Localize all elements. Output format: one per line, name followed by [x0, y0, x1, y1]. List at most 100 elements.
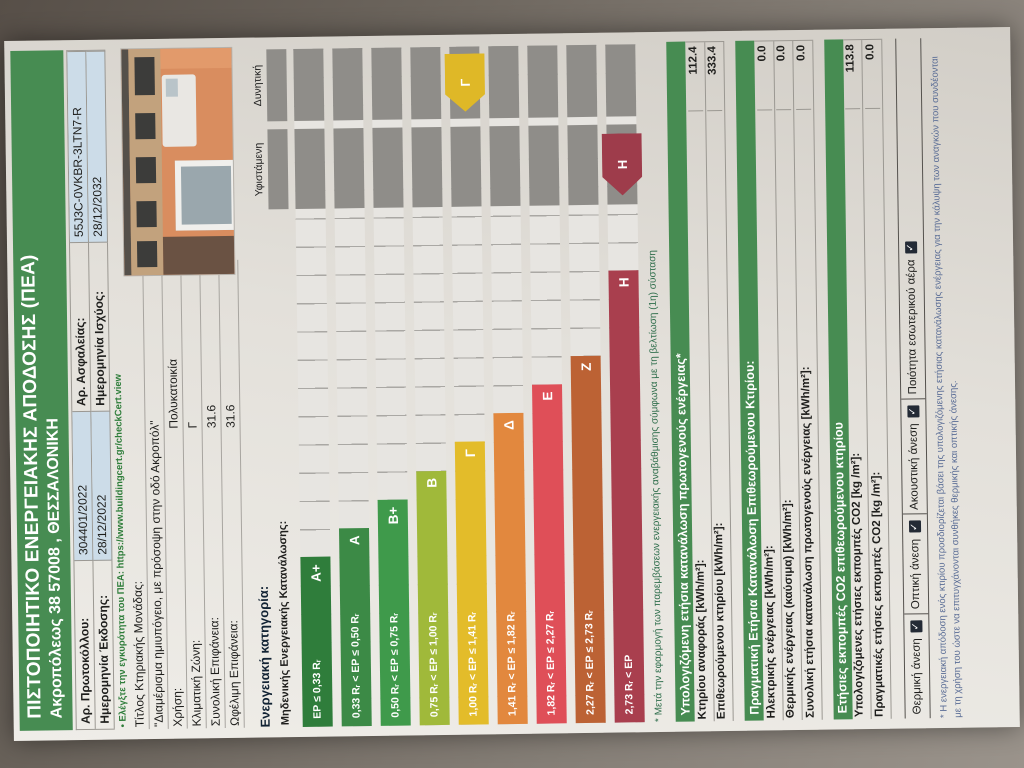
energy-class-row: ΕΡ ≤ 0,33 Rᵣ Α+	[293, 48, 333, 727]
energy-class-range-label: 0,33 Rᵣ < ΕΡ ≤ 0,50 Rᵣ	[349, 613, 363, 719]
energy-class-row: 1,00 Rᵣ < ΕΡ ≤ 1,41 Rᵣ Γ Γ	[450, 46, 489, 725]
energy-class-bar: ΕΡ ≤ 0,33 Rᵣ Α+	[300, 557, 333, 727]
column-header-potential: Δυνητική	[251, 64, 265, 107]
checked-checkbox-icon: ✓	[904, 241, 917, 254]
comfort-item: Θερμική άνεση ✓	[903, 613, 930, 719]
scale-footnote: * Μετά την εφαρμογή των παρεμβάσεων ενερ…	[647, 250, 665, 723]
energy-class-bar: 1,41 Rᵣ < ΕΡ ≤ 1,82 Rᵣ Δ	[493, 413, 528, 725]
energy-class-bar: 0,75 Rᵣ < ΕΡ ≤ 1,00 Rᵣ Β	[416, 470, 450, 726]
field-value: 28/12/2032	[86, 50, 109, 243]
section-row-value: 0.0	[864, 43, 880, 110]
energy-class-bar: 0,50 Rᵣ < ΕΡ ≤ 0,75 Rᵣ Β+	[377, 499, 411, 726]
energy-class-letter: Α+	[308, 564, 324, 583]
energy-class-letter: Β	[424, 477, 440, 488]
building-info-label: Συνολική Επιφάνεια:	[206, 617, 223, 727]
checked-checkbox-icon: ✓	[907, 405, 920, 418]
zero-energy-label: Μηδενικής Ενεργειακής Κατανάλωσης:	[277, 520, 292, 726]
certificate-header-banner: ΠΙΣΤΟΠΟΙΗΤΙΚΟ ΕΝΕΡΓΕΙΑΚΗΣ ΑΠΟΔΟΣΗΣ (ΠΕΑ)…	[10, 50, 74, 731]
consumption-section: Πραγματική Ετήσια Κατανάλωση Επιθεωρούμε…	[735, 39, 823, 721]
energy-class-letter: Γ	[462, 448, 478, 458]
section-row-label: Υπολογιζόμενες ετήσιες εκπομπές CO2 [kg …	[850, 452, 866, 718]
comfort-label: Ποιότητα εσωτερικού αέρα	[905, 259, 919, 395]
energy-category-title: Ενεργειακή κατηγορία:	[256, 585, 274, 728]
photo-storefront	[163, 235, 235, 275]
building-info-value: 31.6	[222, 404, 238, 429]
current-column-cell	[567, 124, 599, 206]
comfort-label: Ακουστική άνεση	[907, 423, 921, 510]
field-label: Αρ. Πρωτοκόλλου:	[74, 560, 97, 730]
energy-class-range-label: ΕΡ ≤ 0,33 Rᵣ	[311, 659, 324, 719]
section-row-value: 0.0	[775, 45, 792, 111]
comfort-label: Θερμική άνεση	[910, 638, 924, 715]
photo-window	[175, 159, 235, 231]
certificate-page: ΠΙΣΤΟΠΟΙΗΤΙΚΟ ΕΝΕΡΓΕΙΑΚΗΣ ΑΠΟΔΟΣΗΣ (ΠΕΑ)…	[4, 27, 1020, 741]
field-value: 304401/2022	[72, 410, 94, 562]
section-rows: Υπολογιζόμενες ετήσιες εκπομπές CO2 [kg …	[842, 38, 892, 720]
energy-class-scale: Μηδενικής Ενεργειακής Κατανάλωσης: ΕΡ ≤ …	[266, 42, 645, 727]
energy-class-row: 2,27 Rᵣ < ΕΡ ≤ 2,73 Rᵣ Ζ	[566, 44, 606, 724]
consumption-section: Υπολογιζόμενη ετήσια κατανάλωση πρωτογεν…	[666, 41, 734, 722]
current-column-cell	[267, 129, 289, 210]
current-column-cell	[528, 125, 560, 206]
field-label: Αρ. Ασφαλείας:	[70, 242, 92, 412]
comfort-table: Θερμική άνεση ✓ Οπτική άνεση ✓ Ακουστική άνε…	[894, 38, 931, 719]
section-row-label: Ηλεκτρικής ενέργειας [kWh/m²]:	[763, 545, 778, 719]
energy-class-bar: 2,27 Rᵣ < ΕΡ ≤ 2,73 Rᵣ Ζ	[570, 355, 606, 724]
photo-wall	[160, 47, 232, 69]
energy-class-letter: Ε	[539, 391, 555, 401]
section-row-label: Θερμικής ενέργειας (καύσιμα) [kWh/m²]:	[781, 499, 797, 719]
current-column-cell	[294, 128, 326, 210]
current-column-cell	[450, 126, 482, 207]
building-info-label: "Διαμέρισμα ημιυπόγειο, με πρόσοψη στην …	[147, 420, 166, 728]
section-row-value: 0.0	[795, 44, 811, 111]
energy-class-range-label: 1,00 Rᵣ < ΕΡ ≤ 1,41 Rᵣ	[466, 611, 480, 717]
energy-class-range-label: 2,27 Rᵣ < ΕΡ ≤ 2,73 Rᵣ	[583, 610, 597, 716]
consumption-section: Ετήσιες εκπομπές CO2 επιθεωρούμενου κτηρ…	[823, 38, 892, 720]
photo-upper-floor	[128, 48, 164, 276]
energy-class-range-label: 0,50 Rᵣ < ΕΡ ≤ 0,75 Rᵣ	[388, 612, 402, 718]
bottom-footnotes: * Η ενεργειακή απόδοση ενός κτιρίου προσ…	[928, 38, 966, 718]
building-info-table: Τίτλος Κτηριακής Μονάδας: "Διαμέρισμα ημι…	[124, 259, 246, 730]
protocol-fields-table: Αρ. Πρωτοκόλλου: 304401/2022 Αρ. Ασφαλείας…	[66, 49, 116, 731]
energy-class-bar: 1,00 Rᵣ < ΕΡ ≤ 1,41 Rᵣ Γ	[455, 441, 489, 725]
energy-class-row: 0,75 Rᵣ < ΕΡ ≤ 1,00 Rᵣ Β	[410, 46, 450, 726]
potential-column-cell	[566, 44, 598, 118]
energy-class-range-label: 1,41 Rᵣ < ΕΡ ≤ 1,82 Rᵣ	[505, 611, 519, 717]
energy-class-row: 0,33 Rᵣ < ΕΡ ≤ 0,50 Rᵣ Α	[332, 48, 372, 727]
comfort-item: Ακουστική άνεση ✓	[900, 398, 927, 515]
section-rows: Κτηρίου αναφοράς [kWh/m²]: 112.4 Επιθεωρού…	[685, 41, 734, 722]
energy-class-range-label: 2,73 Rᵣ < ΕΡ	[623, 654, 636, 715]
current-column-cell	[372, 127, 404, 208]
comfort-item: Ποιότητα εσωτερικού αέρα ✓	[896, 38, 925, 398]
comfort-item: Οπτική άνεση ✓	[902, 513, 928, 614]
comfort-label: Οπτική άνεση	[908, 538, 922, 610]
column-header-current: Υφιστάμενη	[252, 142, 266, 197]
building-info-label: Κλιματική Ζώνη:	[188, 639, 204, 727]
certificate-content: ΠΙΣΤΟΠΟΙΗΤΙΚΟ ΕΝΕΡΓΕΙΑΚΗΣ ΑΠΟΔΟΣΗΣ (ΠΕΑ)…	[10, 37, 1015, 731]
energy-class-bar: 1,82 Rᵣ < ΕΡ ≤ 2,27 Rᵣ Ε	[532, 384, 567, 724]
checked-checkbox-icon: ✓	[908, 520, 921, 533]
energy-class-letter: Ζ	[578, 362, 594, 372]
building-photo	[121, 47, 235, 276]
energy-class-range-label: 0,75 Rᵣ < ΕΡ ≤ 1,00 Rᵣ	[427, 612, 441, 718]
consumption-sections: Υπολογιζόμενη ετήσια κατανάλωση πρωτογεν…	[666, 38, 892, 722]
field-label: Ημερομηνία Έκδοσης:	[93, 560, 116, 729]
energy-class-bar: 2,73 Rᵣ < ΕΡ Η	[608, 270, 645, 723]
section-row-value: 113.8	[844, 44, 861, 110]
building-info-section: Τίτλος Κτηριακής Μονάδας: "Διαμέρισμα ημι…	[121, 47, 247, 730]
building-info-value: Γ	[185, 421, 200, 429]
energy-class-bar: 0,33 Rᵣ < ΕΡ ≤ 0,50 Rᵣ Α	[339, 528, 372, 727]
potential-column-cell	[605, 44, 637, 117]
potential-column-cell	[488, 45, 520, 119]
current-column-cell	[411, 126, 443, 208]
section-row-value: 112.4	[687, 46, 703, 112]
energy-class-row: 1,41 Rᵣ < ΕΡ ≤ 1,82 Rᵣ Δ	[488, 45, 528, 725]
potential-column-cell	[410, 46, 442, 120]
energy-class-row: 1,82 Rᵣ < ΕΡ ≤ 2,27 Rᵣ Ε	[527, 45, 567, 724]
section-rows: Ηλεκτρικής ενέργειας [kWh/m²]: 0.0 Θερμική…	[754, 39, 823, 721]
current-column-cell	[333, 128, 365, 209]
energy-class-range-label: 1,82 Rᵣ < ΕΡ ≤ 2,27 Rᵣ	[544, 610, 558, 716]
checked-checkbox-icon: ✓	[910, 620, 923, 633]
energy-class-letter: Δ	[501, 420, 517, 431]
building-info-value: 31.6	[203, 404, 219, 429]
